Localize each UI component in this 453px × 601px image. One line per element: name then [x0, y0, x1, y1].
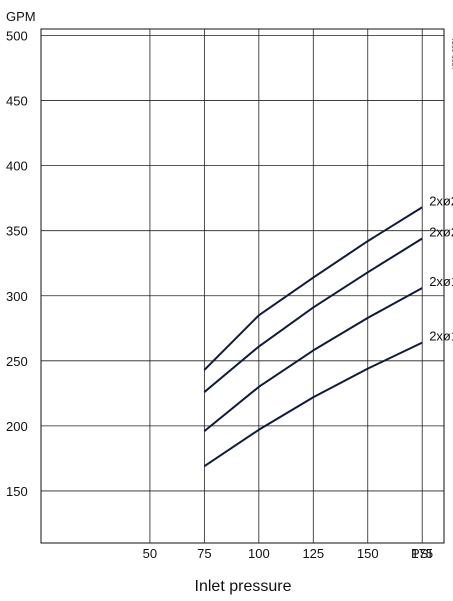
- x-tick-label: 175: [411, 546, 433, 561]
- y-tick-label: 300: [6, 289, 28, 304]
- series-label: 2xø17: [429, 274, 453, 289]
- x-tick-label: 150: [357, 546, 379, 561]
- x-tick-labels: 50 75 100 125 150 175: [143, 546, 433, 561]
- y-tick-label: 150: [6, 484, 28, 499]
- figure-code: 4106-0057: [450, 37, 453, 71]
- grid-lines: [40, 28, 445, 544]
- series-line: [203, 287, 423, 432]
- y-tick-label: 400: [6, 159, 28, 174]
- y-axis-unit: GPM: [6, 9, 36, 24]
- series-line: [203, 237, 423, 393]
- series-label: 2xø21: [429, 193, 453, 208]
- plot-frame: [40, 28, 445, 544]
- x-axis-title: Inlet pressure: [195, 578, 292, 595]
- y-tick-label: 450: [6, 94, 28, 109]
- x-tick-label: 125: [302, 546, 324, 561]
- series-line: [203, 341, 423, 468]
- series-lines: [203, 206, 423, 468]
- x-tick-label: 50: [143, 546, 157, 561]
- series-line: [203, 206, 423, 371]
- x-axis-unit: PSI: [411, 546, 432, 561]
- x-tick-label: 100: [248, 546, 270, 561]
- y-tick-label: 350: [6, 224, 28, 239]
- y-tick-label: 500: [6, 29, 28, 44]
- y-tick-label: 200: [6, 419, 28, 434]
- x-tick-label: 75: [197, 546, 211, 561]
- y-tick-label: 250: [6, 354, 28, 369]
- y-tick-labels: 150 200 250 300 350 400 450 500: [6, 29, 28, 499]
- series-label: 2xø21: [429, 225, 453, 240]
